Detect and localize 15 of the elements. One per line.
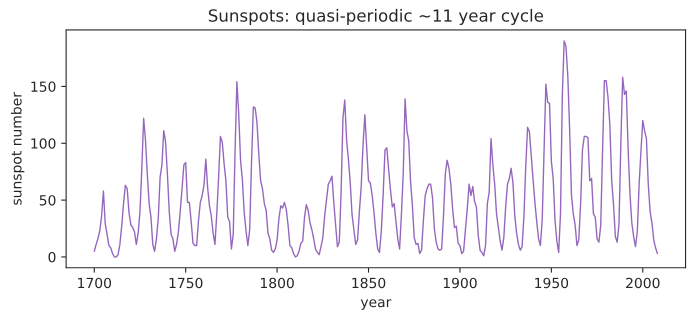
x-tick-label: 1850 [352,278,386,288]
chart-title: Sunspots: quasi-periodic ~11 year cycle [208,8,544,26]
y-tick-label: 150 [31,81,56,92]
y-axis-title: sunspot number [10,92,24,205]
x-tick-label: 1750 [170,278,202,288]
x-tick-label: 1900 [444,278,477,288]
x-tick-label: 1950 [535,278,568,288]
x-tick-label: 1800 [260,278,294,288]
line-series [94,40,658,258]
x-tick-label: 1700 [78,278,112,288]
x-tick-label: 2000 [626,278,660,288]
x-axis-title: year [360,299,392,310]
y-tick-label: 0 [48,252,56,262]
y-tick-label: 50 [40,195,56,206]
y-tick-label: 100 [31,138,56,149]
